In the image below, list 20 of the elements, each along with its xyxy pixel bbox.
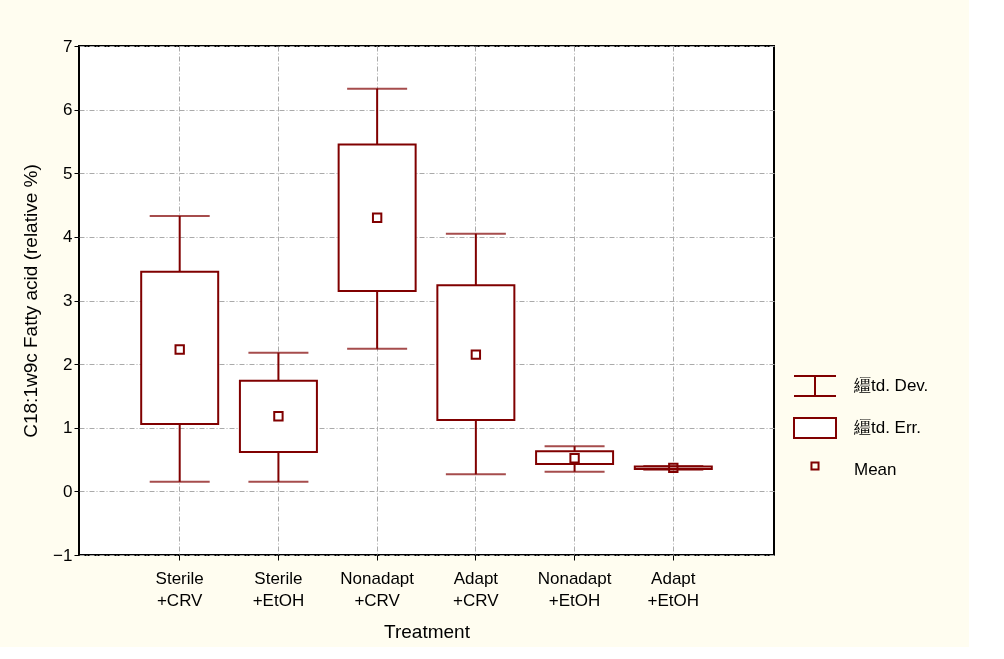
y-tick-label: 0 [63, 481, 73, 501]
text: 繮td. Err. [853, 418, 922, 437]
x-tick-label: Sterile +CRV [155, 568, 204, 610]
y-tick-label: −1 [53, 545, 73, 565]
x-tick-label: Adapt +CRV [453, 568, 500, 610]
y-tick-label: 7 [63, 36, 73, 56]
text: Mean [854, 460, 897, 479]
y-tick-label: 3 [63, 291, 73, 310]
y-axis-title: C18:1w9c Fatty acid (relative %) [20, 164, 42, 438]
text: 繮td. Dev. [853, 376, 929, 395]
x-tick-label: Nonadapt +CRV [340, 568, 415, 610]
y-tick-label: 6 [63, 100, 73, 120]
x-tick-label: Sterile +EtOH [252, 568, 305, 610]
y-tick-label: 4 [63, 227, 73, 247]
y-tick-label: 2 [63, 354, 73, 374]
x-tick-label: Adapt +EtOH [647, 568, 700, 610]
y-tick-label: 1 [63, 418, 73, 438]
x-axis-title: Treatment [384, 620, 471, 642]
x-tick-label: Nonadapt +EtOH [537, 568, 612, 610]
y-tick-label: 5 [63, 163, 73, 183]
